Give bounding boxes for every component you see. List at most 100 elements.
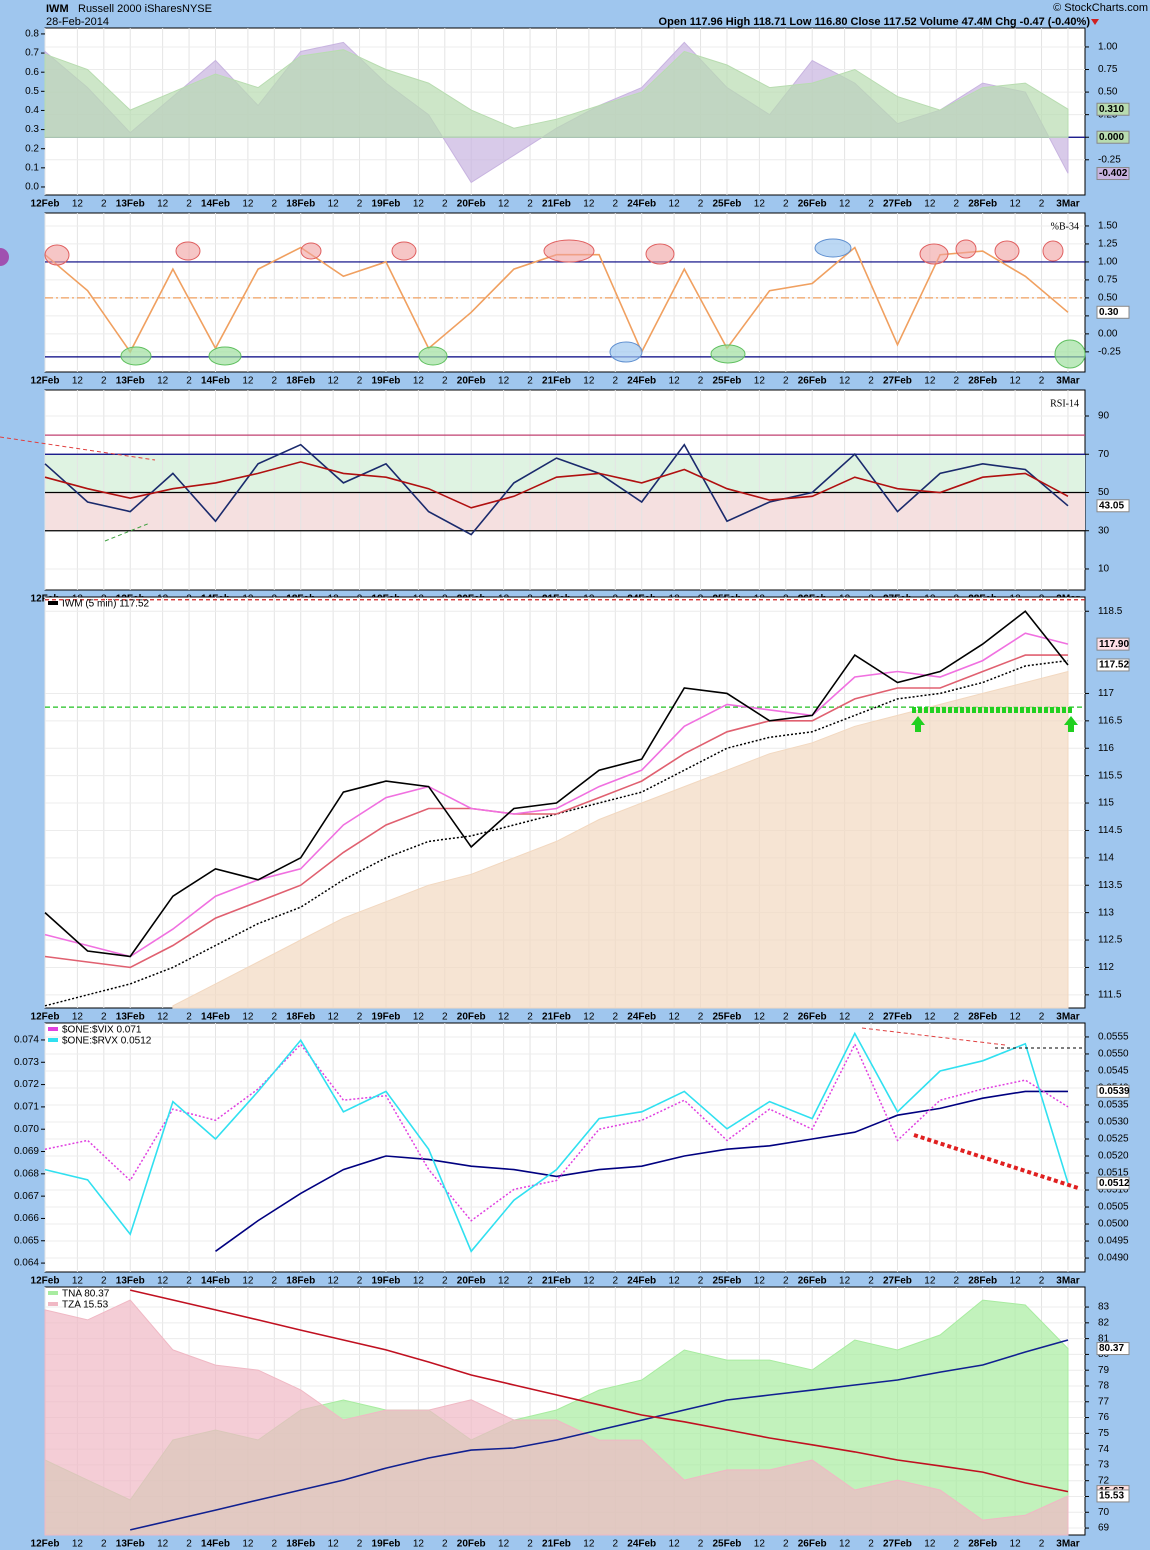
x-tick-label: 20Feb [457, 199, 486, 210]
x-tick-label: 2 [783, 1276, 789, 1287]
y-tick-label: 69 [1098, 1523, 1110, 1534]
x-tick-label: 2 [101, 199, 107, 210]
y-tick-label: 0.0530 [1098, 1117, 1129, 1128]
x-tick-label: 12 [413, 199, 425, 210]
y2-tick-label: 0.3 [25, 124, 39, 135]
y-tick-label: 0.50 [1098, 293, 1118, 304]
line [130, 1289, 1069, 1493]
x-tick-label: 12 [328, 1012, 340, 1023]
y2-tick-label: 0.069 [14, 1146, 39, 1157]
x-tick-label: 12 [413, 376, 425, 387]
y2-tick-label: 0.064 [14, 1258, 39, 1269]
last-value-box [1096, 102, 1130, 116]
x-tick-label: 2 [527, 1276, 533, 1287]
y-tick-label: 10 [1098, 564, 1110, 575]
y2-tick-label: 0.2 [25, 143, 39, 154]
y2-tick-label: 0.066 [14, 1213, 39, 1224]
y2-tick-label: 0.072 [14, 1079, 39, 1090]
x-tick-label: 2 [101, 376, 107, 387]
x-tick-label: 2 [953, 1539, 959, 1550]
ellipse [175, 241, 201, 261]
last-value-box [1096, 305, 1130, 319]
x-tick-label: 2 [272, 376, 278, 387]
x-tick-label: 25Feb [713, 376, 742, 387]
x-tick-label: 3Mar [1056, 199, 1079, 210]
x-tick-label: 2 [613, 1539, 619, 1550]
x-tick-label: 12 [242, 376, 254, 387]
x-tick-label: 24Feb [627, 1012, 656, 1023]
x-tick-label: 2 [186, 1276, 192, 1287]
x-tick-label: 27Feb [883, 199, 912, 210]
x-tick-label: 2 [442, 1276, 448, 1287]
x-tick-label: 21Feb [542, 199, 571, 210]
x-tick-label: 12 [583, 199, 595, 210]
x-tick-label: 14Feb [201, 376, 230, 387]
x-tick-label: 25Feb [713, 1276, 742, 1287]
y-tick-label: 82 [1098, 1317, 1110, 1328]
last-value-label: 80.37 [1099, 1343, 1124, 1354]
y-tick-label: 112.5 [1098, 935, 1123, 946]
x-tick-label: 12 [839, 376, 851, 387]
x-tick-label: 2 [1039, 199, 1045, 210]
x-tick-label: 13Feb [116, 1539, 145, 1550]
last-value-label: 0.0539 [1099, 1086, 1130, 1097]
line [44, 1042, 1069, 1222]
y-tick-label: 90 [1098, 411, 1110, 422]
y-tick-label: 81 [1098, 1333, 1110, 1344]
x-tick-label: 2 [442, 376, 448, 387]
y-tick-label: 1.00 [1098, 42, 1118, 53]
x-tick-label: 2 [527, 199, 533, 210]
x-tick-label: 12 [583, 1012, 595, 1023]
y-tick-label: 116.5 [1098, 715, 1123, 726]
ellipse [44, 244, 70, 266]
x-tick-label: 2 [783, 1539, 789, 1550]
y-tick-label: 112 [1098, 962, 1114, 973]
ellipse [955, 239, 977, 259]
ellipse [418, 346, 448, 366]
y-tick-label: 114 [1098, 852, 1114, 863]
security-name: Russell 2000 iShares [78, 3, 182, 15]
panel-title: %B-34 [1051, 221, 1079, 232]
band [45, 454, 1085, 493]
x-tick-label: 12 [1010, 1012, 1022, 1023]
x-tick-label: 2 [698, 1539, 704, 1550]
legend-swatch [48, 1038, 58, 1042]
x-tick-label: 12 [924, 1539, 936, 1550]
y-tick-label: 0.0510 [1098, 1185, 1129, 1196]
y-tick-label: 73 [1098, 1460, 1110, 1471]
x-tick-label: 21Feb [542, 1012, 571, 1023]
x-tick-label: 2 [272, 1539, 278, 1550]
x-tick-label: 18Feb [286, 199, 315, 210]
y-tick-label: 0.0515 [1098, 1168, 1129, 1179]
x-tick-label: 28Feb [968, 199, 997, 210]
y2-tick-label: 0.4 [25, 105, 39, 116]
x-tick-label: 2 [953, 199, 959, 210]
ellipse [814, 238, 852, 258]
x-tick-label: 2 [272, 199, 278, 210]
trendline [0, 436, 156, 461]
last-value-box [1096, 1084, 1130, 1098]
y2-tick-label: 0.0 [25, 182, 39, 193]
x-tick-label: 12 [242, 1539, 254, 1550]
x-tick-label: 2 [953, 1012, 959, 1023]
x-tick-label: 2 [186, 1012, 192, 1023]
legend-label: TZA 15.53 [62, 1300, 109, 1311]
x-tick-label: 14Feb [201, 199, 230, 210]
x-tick-label: 12 [72, 199, 84, 210]
x-tick-label: 13Feb [116, 376, 145, 387]
ellipse [208, 346, 242, 366]
x-tick-label: 12 [157, 1539, 169, 1550]
y-tick-label: 1.50 [1098, 221, 1118, 232]
line [44, 632, 1069, 958]
x-tick-label: 13Feb [116, 199, 145, 210]
x-tick-label: 12 [669, 1276, 681, 1287]
y-tick-label: 111.5 [1098, 989, 1122, 1000]
x-tick-label: 12 [72, 376, 84, 387]
y-tick-label: 0.0545 [1098, 1066, 1129, 1077]
x-tick-label: 2 [527, 1539, 533, 1550]
x-tick-label: 3Mar [1056, 1276, 1079, 1287]
y-tick-label: 77 [1098, 1396, 1110, 1407]
x-tick-label: 2 [953, 1276, 959, 1287]
x-tick-label: 26Feb [798, 376, 827, 387]
x-tick-label: 20Feb [457, 1539, 486, 1550]
